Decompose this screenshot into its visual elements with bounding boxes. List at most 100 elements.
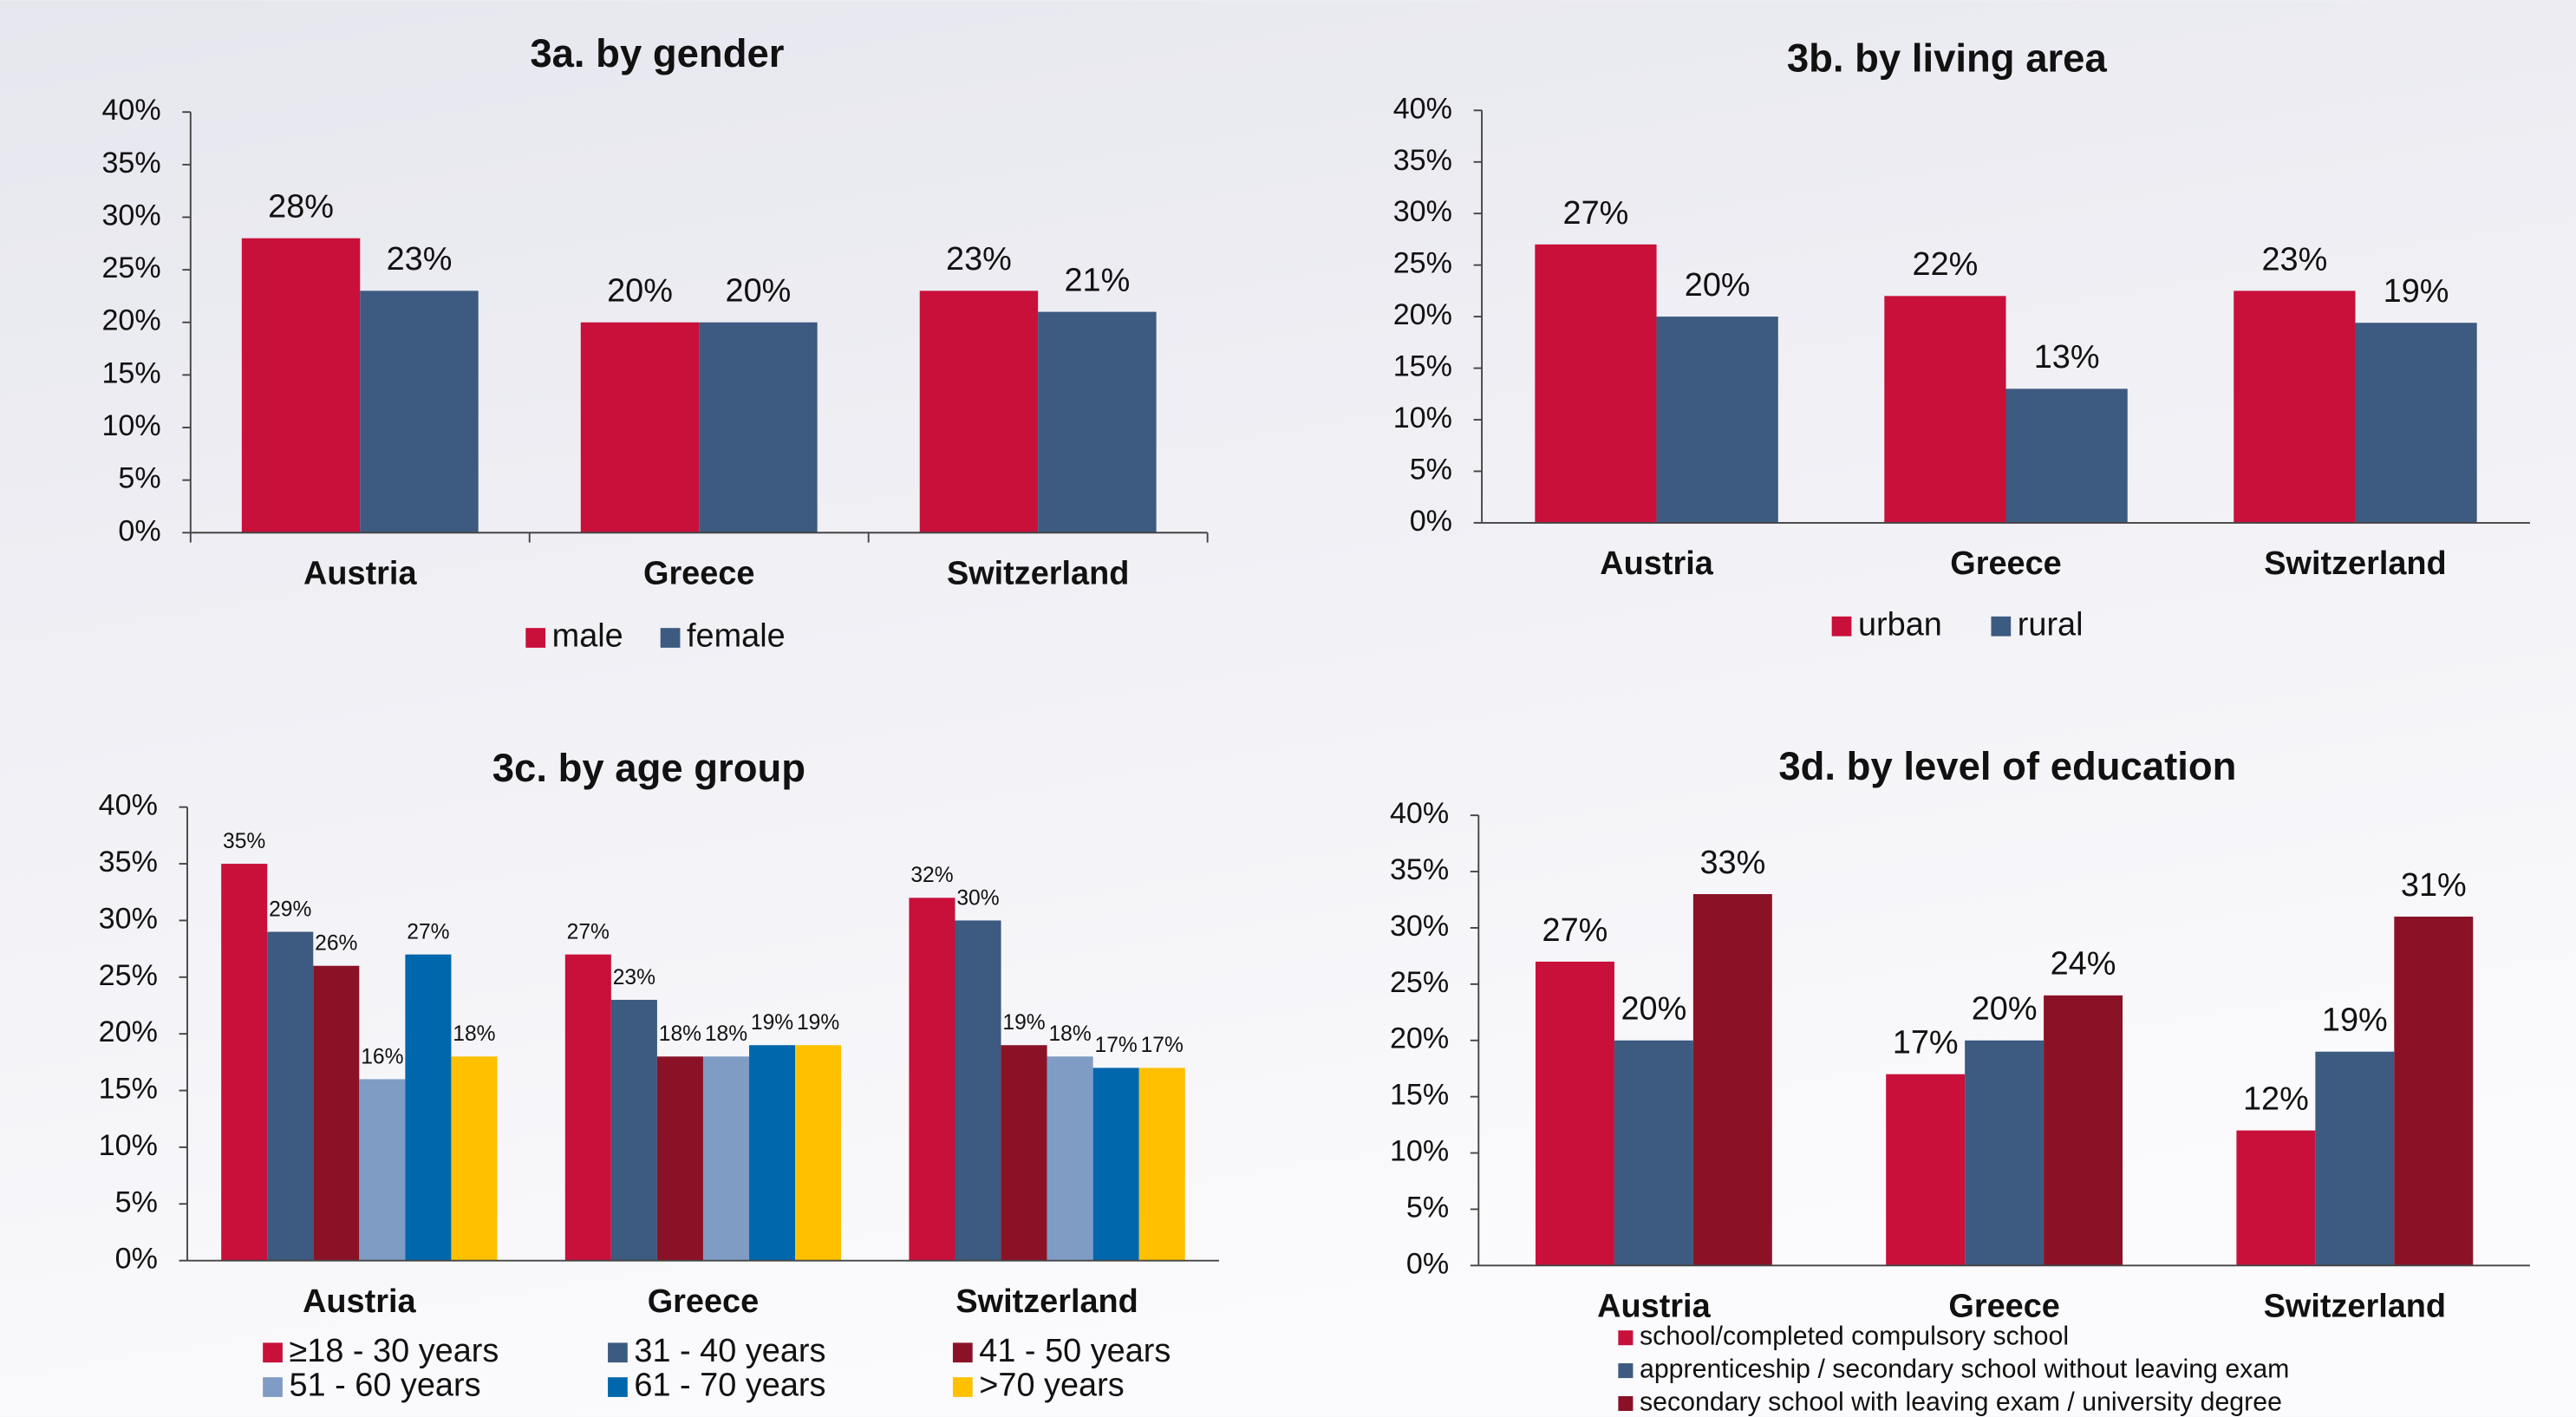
- legend-swatch: [608, 1377, 628, 1397]
- legend-label: urban: [1858, 606, 1942, 643]
- y-tick-label: 15%: [1393, 350, 1452, 383]
- x-tick-label: Switzerland: [2264, 1289, 2446, 1325]
- data-label: 17%: [1095, 1034, 1138, 1057]
- data-label: 19%: [2322, 1002, 2388, 1039]
- x-tick-label: Switzerland: [947, 556, 1129, 592]
- legend-label: 31 - 40 years: [634, 1333, 825, 1369]
- legend-label: rural: [2018, 606, 2084, 643]
- bar: [610, 999, 657, 1261]
- data-label: 12%: [2243, 1081, 2309, 1117]
- bar: [1535, 244, 1657, 523]
- data-label: 32%: [910, 864, 953, 887]
- x-tick-label: Austria: [1600, 545, 1713, 582]
- legend-swatch: [608, 1342, 628, 1363]
- y-tick-label: 35%: [1390, 853, 1449, 886]
- data-label: 33%: [1699, 845, 1765, 881]
- y-tick-label: 5%: [118, 462, 160, 495]
- bar: [702, 1056, 750, 1261]
- data-label: 18%: [453, 1022, 495, 1046]
- y-tick-label: 20%: [1393, 298, 1452, 331]
- data-label: 16%: [361, 1045, 403, 1068]
- bar: [955, 920, 1001, 1261]
- legend-label: apprenticeship / secondary school withou…: [1640, 1355, 2289, 1384]
- bar: [580, 322, 700, 533]
- legend-swatch: [1618, 1395, 1634, 1412]
- legend-label: secondary school with leaving exam / uni…: [1640, 1388, 2282, 1416]
- legend-label: male: [552, 618, 623, 655]
- bar: [221, 864, 268, 1261]
- bar: [2315, 1051, 2395, 1266]
- bar: [1656, 317, 1778, 523]
- data-label: 23%: [613, 966, 655, 989]
- legend-label: school/completed compulsory school: [1640, 1322, 2069, 1351]
- y-tick-label: 5%: [1410, 453, 1452, 486]
- chart-title: 3c. by age group: [492, 746, 805, 790]
- legend-swatch: [263, 1377, 283, 1397]
- x-tick-label: Austria: [303, 1283, 416, 1320]
- data-label: 27%: [567, 921, 610, 944]
- data-label: 19%: [1002, 1011, 1045, 1035]
- y-tick-label: 25%: [101, 251, 160, 284]
- bar: [795, 1045, 842, 1261]
- data-label: 13%: [2034, 339, 2100, 375]
- y-tick-label: 30%: [1393, 195, 1452, 228]
- y-tick-label: 40%: [1393, 92, 1452, 125]
- data-label: 20%: [1621, 991, 1686, 1028]
- y-tick-label: 40%: [1390, 797, 1449, 830]
- data-label: 18%: [705, 1022, 747, 1046]
- data-label: 21%: [1064, 263, 1130, 299]
- data-label: 28%: [268, 189, 334, 225]
- x-tick-label: Switzerland: [2264, 545, 2446, 582]
- data-label: 20%: [1685, 267, 1751, 304]
- legend-swatch: [1831, 616, 1852, 637]
- y-tick-label: 10%: [99, 1129, 158, 1162]
- data-label: 31%: [2401, 867, 2467, 904]
- data-label: 27%: [1563, 195, 1629, 232]
- legend-label: 51 - 60 years: [289, 1368, 480, 1404]
- legend-swatch: [952, 1342, 973, 1363]
- legend-swatch: [1618, 1330, 1634, 1346]
- y-tick-label: 15%: [1390, 1079, 1449, 1112]
- y-tick-label: 30%: [1390, 910, 1449, 943]
- data-label: 27%: [1542, 912, 1608, 949]
- legend-label: ≥18 - 30 years: [289, 1333, 499, 1369]
- chart-title: 3d. by level of education: [1778, 744, 2236, 788]
- y-tick-label: 40%: [101, 94, 160, 127]
- data-label: 30%: [956, 886, 999, 910]
- y-tick-label: 20%: [101, 304, 160, 337]
- data-label: 19%: [2384, 273, 2449, 310]
- bar: [267, 931, 314, 1261]
- bar: [2005, 389, 2128, 523]
- bar: [313, 965, 360, 1261]
- bar: [1965, 1040, 2044, 1266]
- bar: [405, 954, 452, 1261]
- y-tick-label: 10%: [101, 409, 160, 442]
- legend-swatch: [660, 628, 681, 648]
- x-tick-label: Greece: [1948, 1289, 2059, 1325]
- y-tick-label: 20%: [99, 1015, 158, 1048]
- bar: [2044, 995, 2123, 1266]
- bar: [564, 954, 611, 1261]
- x-tick-label: Greece: [643, 556, 754, 592]
- x-tick-label: Greece: [648, 1283, 759, 1320]
- data-label: 24%: [2051, 946, 2116, 983]
- data-label: 18%: [659, 1022, 701, 1046]
- data-label: 22%: [1913, 246, 1979, 283]
- legend-swatch: [1991, 616, 2012, 637]
- bar: [1535, 961, 1614, 1266]
- legend-label: 41 - 50 years: [979, 1333, 1171, 1369]
- y-tick-label: 0%: [1410, 505, 1452, 538]
- bar: [1614, 1040, 1693, 1266]
- bar: [2234, 291, 2356, 523]
- y-tick-label: 25%: [1390, 966, 1449, 999]
- bar: [1692, 894, 1772, 1266]
- bar: [749, 1045, 796, 1261]
- bar: [1138, 1068, 1185, 1261]
- data-label: 20%: [607, 273, 673, 310]
- legend-label: >70 years: [979, 1368, 1124, 1404]
- y-tick-label: 0%: [118, 514, 160, 547]
- legend-label: 61 - 70 years: [634, 1368, 825, 1404]
- data-label: 17%: [1141, 1034, 1184, 1057]
